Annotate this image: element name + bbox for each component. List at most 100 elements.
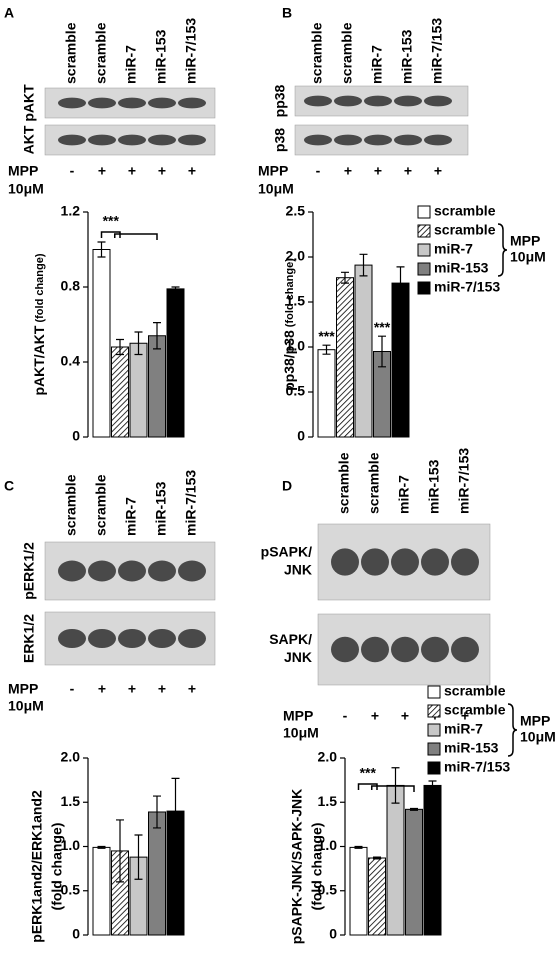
- bar: [92, 846, 111, 936]
- error-bar: [153, 795, 161, 829]
- y-tick-label: 0.5: [61, 881, 81, 897]
- legend-group-dose: 10μM: [510, 249, 546, 265]
- lane-label: miR-7/153: [183, 470, 199, 536]
- bar: [148, 811, 166, 936]
- bar: [129, 342, 148, 438]
- treatment-label: MPP: [258, 163, 288, 179]
- lane-label: miR-7/153: [429, 18, 445, 84]
- treatment-dose: 10μM: [8, 181, 44, 197]
- error-bar: [373, 856, 381, 860]
- treatment-sign: +: [434, 163, 442, 179]
- blot-band: [421, 636, 449, 663]
- error-bar: [322, 344, 331, 355]
- blot-band: [331, 636, 359, 663]
- blot-band: [58, 560, 86, 582]
- y-axis-label-main: pp38/p38: [281, 330, 297, 391]
- blot-label: ERK1/2: [21, 614, 37, 663]
- y-tick-label: 2.0: [61, 749, 81, 765]
- lane-label: miR-153: [153, 481, 169, 536]
- y-axis-label-note: (fold change): [49, 823, 65, 911]
- blot-band: [58, 628, 86, 649]
- treatment-sign: -: [70, 681, 75, 697]
- bar: [336, 277, 354, 438]
- legend-brace: [507, 703, 518, 757]
- y-axis-label-note: (fold change): [34, 253, 46, 322]
- blot-label: pERK1/2: [21, 542, 37, 600]
- error-bar: [378, 335, 386, 368]
- y-tick-label: 1.0: [61, 837, 81, 853]
- legend-group: MPP: [520, 713, 550, 729]
- panel-letter: C: [4, 478, 14, 494]
- bracket: [100, 231, 121, 238]
- treatment-sign: +: [461, 708, 469, 724]
- lane-label: scramble: [93, 22, 109, 84]
- lane-label: scramble: [63, 22, 79, 84]
- significance: ***: [318, 328, 335, 344]
- blot-band: [58, 134, 86, 146]
- y-tick-label: 0.4: [61, 353, 81, 369]
- bar: [405, 808, 423, 936]
- lane-label: miR-153: [399, 29, 415, 84]
- lane-label: scramble: [339, 22, 355, 84]
- blot-band: [361, 548, 389, 576]
- legend-label: scramble: [434, 222, 496, 238]
- legend-swatch: [417, 205, 431, 219]
- error-bar: [134, 834, 143, 880]
- y-tick-label: 1.0: [286, 338, 306, 354]
- blot-label: SAPK/: [269, 631, 312, 647]
- treatment-sign: -: [343, 708, 348, 724]
- treatment-label: MPP: [8, 681, 38, 697]
- y-tick-label: 2.0: [318, 749, 338, 765]
- y-tick-label: 0.5: [318, 881, 338, 897]
- blot-band: [361, 636, 389, 663]
- legend-group-dose: 10μM: [520, 729, 556, 745]
- blot-label: JNK: [284, 649, 312, 665]
- legend-label: miR-153: [434, 260, 489, 276]
- blot-band: [424, 95, 452, 107]
- significance: ***: [374, 319, 391, 335]
- y-axis-label-note: (fold change): [309, 823, 325, 911]
- legend-label: scramble: [444, 683, 506, 699]
- blot-band: [118, 97, 146, 109]
- blot-label: pAKT: [21, 84, 37, 122]
- bar: [166, 288, 185, 438]
- lane-label: miR-7: [369, 45, 385, 84]
- treatment-sign: +: [98, 681, 106, 697]
- treatment-sign: +: [371, 708, 379, 724]
- y-tick-label: 0: [72, 926, 80, 942]
- lane-label: scramble: [93, 474, 109, 536]
- legend-swatch: [417, 262, 431, 276]
- blot-band: [118, 134, 146, 146]
- lane-label: scramble: [336, 452, 352, 514]
- blot-label: pp38: [272, 84, 288, 117]
- blot-band: [178, 97, 206, 109]
- bracket: [371, 785, 415, 792]
- blot-band: [424, 134, 452, 146]
- y-tick-label: 0.5: [286, 383, 306, 399]
- bar: [391, 282, 410, 438]
- treatment-dose: 10μM: [8, 698, 44, 714]
- treatment-sign: -: [70, 163, 75, 179]
- error-bar: [97, 845, 106, 849]
- blot-band: [364, 95, 392, 107]
- legend-label: miR-7/153: [444, 759, 510, 775]
- legend-label: miR-153: [444, 740, 499, 756]
- blot-label: JNK: [284, 562, 312, 578]
- bar: [317, 349, 336, 438]
- bar: [111, 346, 129, 438]
- blot-band: [88, 628, 116, 649]
- treatment-dose: 10μM: [258, 181, 294, 197]
- treatment-sign: +: [128, 681, 136, 697]
- treatment-dose: 10μM: [283, 725, 319, 741]
- lane-label: miR-153: [153, 29, 169, 84]
- error-bar: [134, 331, 143, 356]
- y-tick-label: 1.5: [286, 293, 306, 309]
- y-tick-label: 1.0: [318, 837, 338, 853]
- bracket: [114, 233, 158, 240]
- y-tick-label: 1.5: [318, 793, 338, 809]
- legend-swatch: [427, 723, 441, 737]
- treatment-sign: +: [404, 163, 412, 179]
- y-axis-label-note: (fold change): [284, 258, 296, 327]
- y-axis-label: pSAPK-JNK/SAPK-JNK: [289, 789, 305, 945]
- lane-label: miR-7: [123, 497, 139, 536]
